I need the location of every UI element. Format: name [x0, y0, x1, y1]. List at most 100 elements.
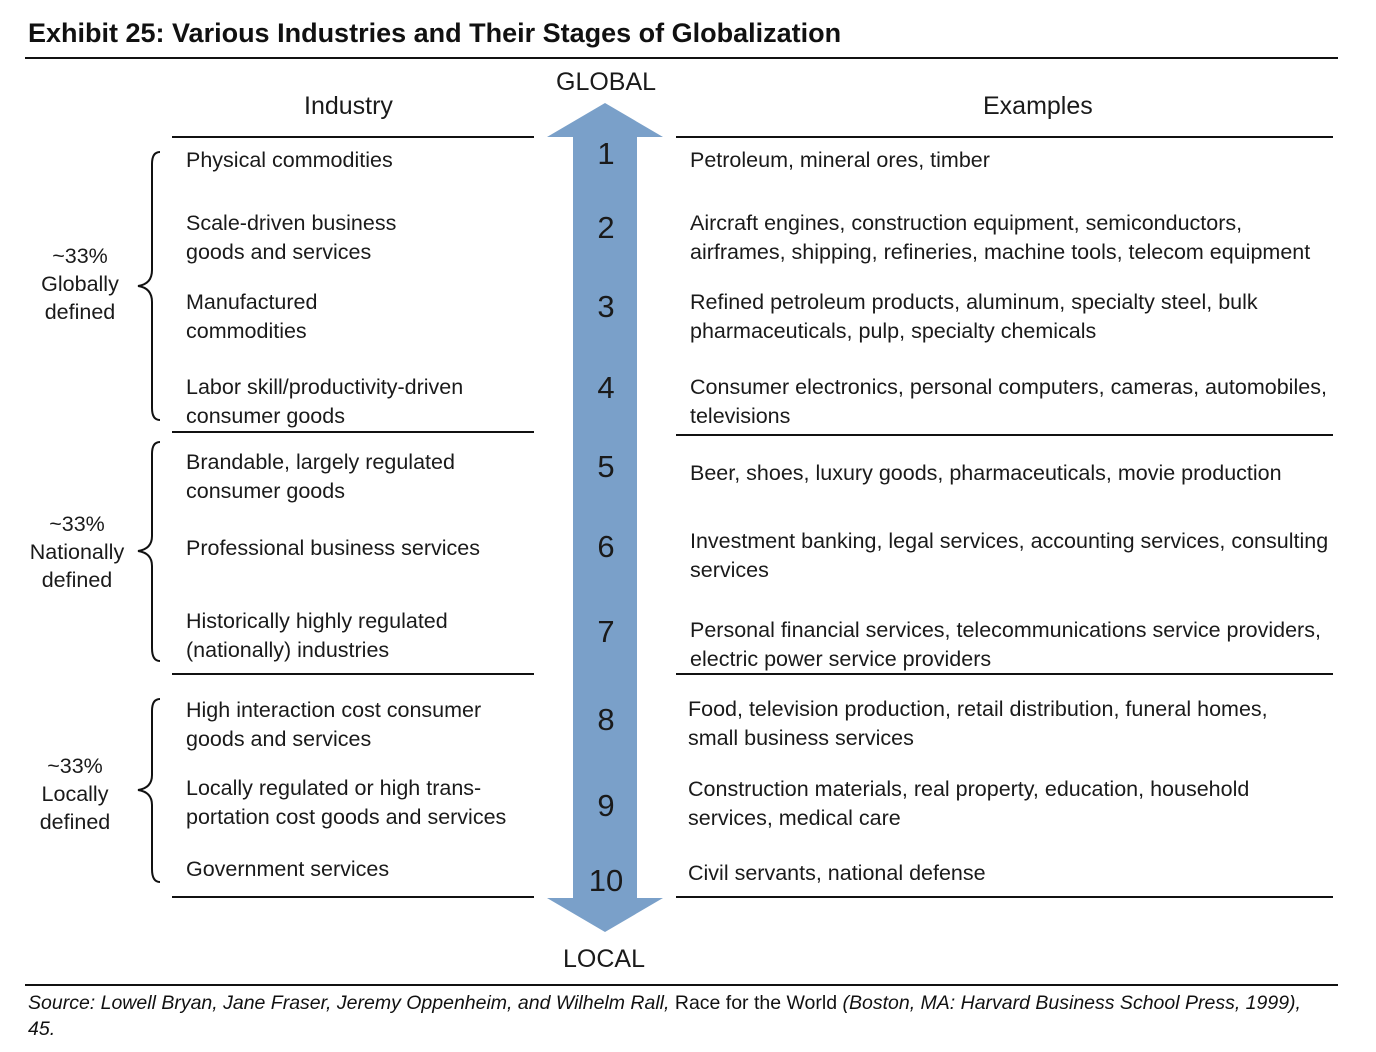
- industry-cell-3: Manufactured commodities: [186, 288, 536, 346]
- examples-line: televisions: [690, 404, 791, 428]
- examples-cell-8: Food, television production, retail dist…: [688, 695, 1333, 753]
- examples-line: Petroleum, mineral ores, timber: [690, 148, 990, 172]
- industry-cell-4: Labor skill/productivity-driven consumer …: [186, 373, 536, 431]
- double-arrow-shape: [547, 103, 663, 932]
- industry-header: Industry: [304, 92, 393, 120]
- examples-line: Personal financial services, telecommuni…: [690, 618, 1321, 642]
- examples-line: services, medical care: [688, 806, 901, 830]
- industry-line: commodities: [186, 319, 307, 343]
- examples-cell-4: Consumer electronics, personal computers…: [690, 373, 1335, 431]
- industry-line: Government services: [186, 857, 390, 881]
- industry-cell-1: Physical commodities: [186, 146, 536, 175]
- examples-line: Civil servants, national defense: [688, 861, 986, 885]
- industry-line: Manufactured: [186, 290, 318, 314]
- industry-line: consumer goods: [186, 404, 345, 428]
- examples-line: Food, television production, retail dist…: [688, 697, 1268, 721]
- examples-rule-top: [676, 136, 1333, 138]
- examples-line: services: [690, 558, 769, 582]
- stage-number-5: 5: [597, 449, 615, 484]
- examples-line: airframes, shipping, refineries, machine…: [690, 240, 1311, 264]
- title-rule: [25, 57, 1338, 59]
- examples-rule-national: [676, 673, 1333, 675]
- examples-cell-7: Personal financial services, telecommuni…: [690, 616, 1335, 674]
- stage-number-10: 10: [588, 863, 624, 898]
- industry-rule-national: [172, 673, 534, 675]
- group-label-global: ~33% Globally defined: [20, 242, 140, 326]
- exhibit-title: Exhibit 25: Various Industries and Their…: [28, 18, 842, 48]
- group-suffix: defined: [41, 568, 113, 592]
- examples-line: Beer, shoes, luxury goods, pharmaceutica…: [690, 461, 1282, 485]
- examples-cell-9: Construction materials, real property, e…: [688, 775, 1333, 833]
- industry-line: Labor skill/productivity-driven: [186, 375, 464, 399]
- industry-rule-bottom: [172, 896, 534, 898]
- examples-line: Aircraft engines, construction equipment…: [690, 211, 1243, 235]
- industry-cell-9: Locally regulated or high trans-portatio…: [186, 774, 536, 832]
- industry-line: Professional business services: [186, 536, 480, 560]
- stage-number-3: 3: [597, 289, 615, 324]
- examples-cell-6: Investment banking, legal services, acco…: [690, 527, 1335, 585]
- examples-line: Construction materials, real property, e…: [688, 777, 1250, 801]
- global-label: GLOBAL: [556, 68, 657, 96]
- local-label: LOCAL: [563, 945, 645, 973]
- industry-cell-7: Historically highly regulated (nationally…: [186, 607, 536, 665]
- examples-line: Investment banking, legal services, acco…: [690, 529, 1329, 553]
- source-authors: Source: Lowell Bryan, Jane Fraser, Jerem…: [28, 992, 675, 1014]
- examples-cell-5: Beer, shoes, luxury goods, pharmaceutica…: [690, 459, 1335, 488]
- examples-line: small business services: [688, 726, 914, 750]
- group-name: Globally: [41, 272, 119, 296]
- industry-cell-10: Government services: [186, 855, 536, 884]
- examples-line: electric power service providers: [690, 647, 992, 671]
- group-name: Locally: [41, 782, 109, 806]
- examples-header: Examples: [983, 92, 1093, 120]
- industry-line: portation cost goods and services: [186, 805, 507, 829]
- source-note: Source: Lowell Bryan, Jane Fraser, Jerem…: [28, 990, 1328, 1042]
- industry-cell-5: Brandable, largely regulated consumer goo…: [186, 448, 536, 506]
- industry-rule-global: [172, 431, 534, 433]
- industry-rule-top: [172, 136, 534, 138]
- source-publisher: (Boston, MA: Harvard Business School Pre…: [28, 992, 1301, 1040]
- group-pct: ~33%: [52, 244, 108, 268]
- stage-number-8: 8: [597, 702, 615, 737]
- group-label-national: ~33% Nationally defined: [17, 510, 137, 594]
- group-label-local: ~33% Locally defined: [15, 752, 135, 836]
- globally-brace: [137, 151, 161, 421]
- stage-number-4: 4: [597, 370, 615, 405]
- stage-number-7: 7: [597, 614, 615, 649]
- nationally-brace: [137, 441, 161, 662]
- examples-cell-1: Petroleum, mineral ores, timber: [690, 146, 1335, 175]
- industry-line: consumer goods: [186, 479, 345, 503]
- industry-line: Historically highly regulated: [186, 609, 448, 633]
- industry-line: High interaction cost consumer: [186, 698, 482, 722]
- examples-cell-3: Refined petroleum products, aluminum, sp…: [690, 288, 1335, 346]
- industry-line: goods and services: [186, 240, 372, 264]
- examples-cell-2: Aircraft engines, construction equipment…: [690, 209, 1335, 267]
- examples-rule-bottom: [676, 896, 1333, 898]
- locally-brace: [137, 698, 161, 883]
- industry-line: goods and services: [186, 727, 372, 751]
- industry-line: (nationally) industries: [186, 638, 390, 662]
- industry-cell-2: Scale-driven business goods and services: [186, 209, 536, 267]
- stage-number-1: 1: [597, 136, 615, 171]
- group-name: Nationally: [29, 540, 125, 564]
- group-pct: ~33%: [47, 754, 103, 778]
- stage-number-9: 9: [597, 788, 615, 823]
- source-book-title: Race for the World: [674, 992, 838, 1014]
- stage-number-6: 6: [597, 529, 615, 564]
- industry-cell-8: High interaction cost consumer goods and …: [186, 696, 536, 754]
- examples-line: pharmaceuticals, pulp, specialty chemica…: [690, 319, 1097, 343]
- group-suffix: defined: [39, 810, 111, 834]
- industry-line: Brandable, largely regulated: [186, 450, 455, 474]
- footer-rule: [25, 984, 1338, 986]
- industry-line: Locally regulated or high trans-: [186, 776, 482, 800]
- industry-cell-6: Professional business services: [186, 534, 536, 563]
- group-suffix: defined: [44, 300, 116, 324]
- examples-line: Refined petroleum products, aluminum, sp…: [690, 290, 1258, 314]
- examples-rule-global: [676, 434, 1333, 436]
- examples-line: Consumer electronics, personal computers…: [690, 375, 1327, 399]
- stage-number-2: 2: [597, 210, 615, 245]
- examples-cell-10: Civil servants, national defense: [688, 859, 1333, 888]
- group-pct: ~33%: [49, 512, 105, 536]
- industry-line: Physical commodities: [186, 148, 393, 172]
- industry-line: Scale-driven business: [186, 211, 397, 235]
